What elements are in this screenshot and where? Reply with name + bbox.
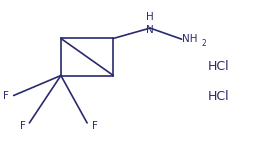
Text: HCl: HCl: [207, 90, 229, 103]
Text: H: H: [146, 12, 154, 22]
Text: F: F: [92, 121, 98, 131]
Text: 2: 2: [201, 39, 206, 48]
Text: F: F: [2, 90, 8, 101]
Text: F: F: [20, 121, 26, 131]
Text: HCl: HCl: [207, 60, 229, 73]
Text: N: N: [146, 25, 154, 35]
Text: NH: NH: [182, 34, 197, 44]
